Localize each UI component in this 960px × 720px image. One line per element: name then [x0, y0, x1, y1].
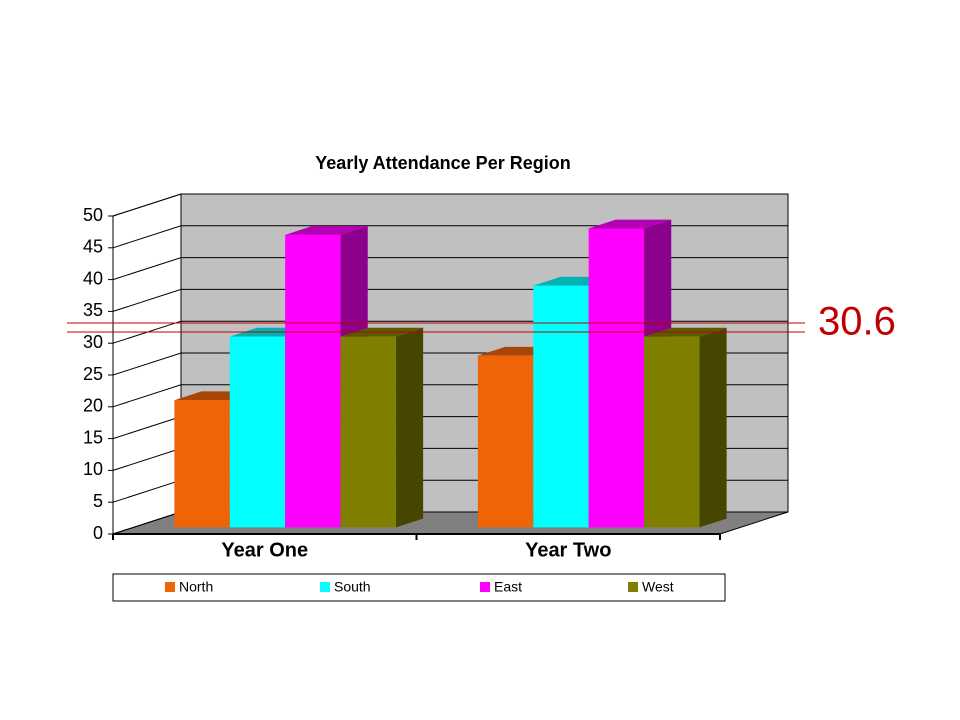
y-tick-label: 0	[93, 523, 103, 543]
bar-front	[533, 285, 589, 528]
bar-side	[699, 327, 727, 528]
y-tick-label: 40	[83, 268, 103, 288]
bar-front	[285, 234, 341, 528]
bar-front	[174, 400, 230, 528]
bar-side	[395, 327, 424, 528]
legend-swatch	[165, 582, 175, 592]
grid-line	[112, 225, 788, 249]
bar-top	[285, 226, 368, 235]
y-tick-label: 50	[83, 205, 103, 225]
x-tick-label: Year One	[221, 539, 308, 561]
chart-title: Yearly Attendance Per Region	[315, 153, 570, 173]
y-tick-label: 10	[83, 459, 103, 479]
bar-front	[229, 336, 286, 528]
y-tick-label: 5	[93, 491, 103, 511]
legend-label: South	[334, 579, 371, 595]
legend-label: North	[179, 579, 213, 595]
y-tick-label: 45	[83, 237, 103, 257]
y-tick-label: 35	[83, 300, 103, 320]
bar	[340, 327, 424, 528]
legend	[112, 573, 726, 602]
bar-front	[588, 228, 645, 528]
legend-swatch	[628, 582, 638, 592]
bar-top	[588, 219, 672, 229]
annotation: 30.6	[818, 300, 896, 344]
bar-front	[340, 336, 396, 528]
legend-swatch	[320, 582, 330, 592]
bar	[588, 219, 672, 528]
legend-swatch	[480, 582, 490, 592]
bar-front	[644, 336, 700, 528]
y-tick-label: 20	[83, 396, 103, 416]
legend-label: West	[642, 579, 674, 595]
bar-front	[477, 355, 534, 528]
grid-line	[112, 193, 788, 217]
legend-label: East	[494, 579, 522, 595]
y-tick-label: 30	[83, 332, 103, 352]
bar	[644, 327, 727, 528]
x-tick-label: Year Two	[525, 539, 611, 561]
grid-line	[112, 257, 788, 281]
y-tick-label: 15	[83, 427, 103, 447]
y-tick-label: 25	[83, 364, 103, 384]
